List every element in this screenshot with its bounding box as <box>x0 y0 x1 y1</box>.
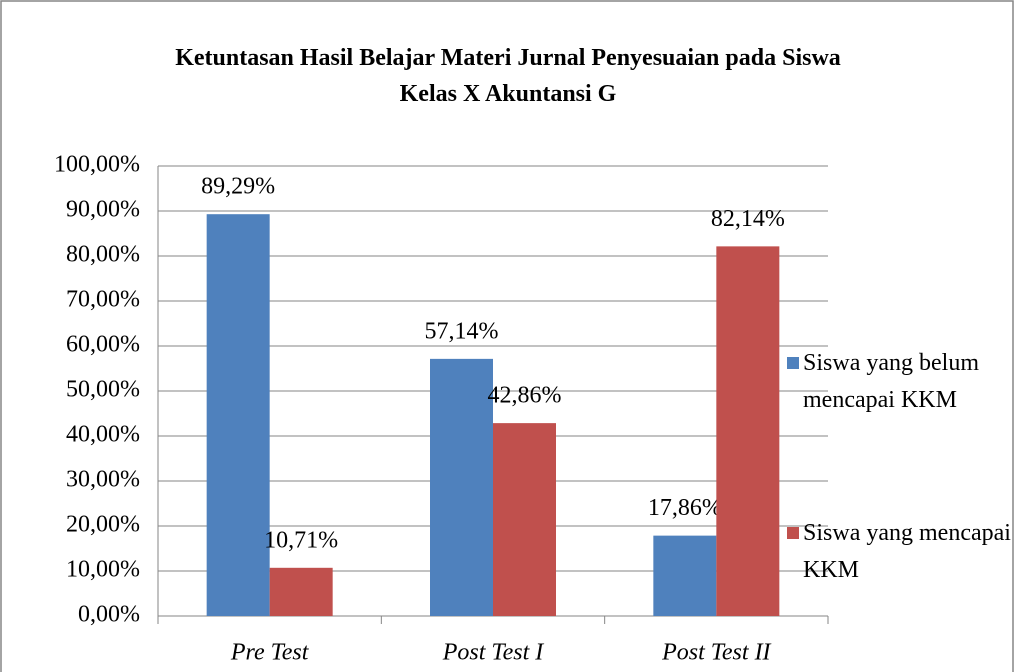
bar <box>653 535 717 616</box>
legend-swatch <box>787 357 799 369</box>
y-tick-label: 70,00% <box>66 287 140 313</box>
x-tick-label: Pre Test <box>230 640 310 666</box>
legend-item: Siswa yang belum mencapai KKM <box>787 345 1013 419</box>
y-tick-label: 90,00% <box>66 197 140 223</box>
y-tick-label: 20,00% <box>66 512 140 538</box>
bar <box>269 567 333 616</box>
legend-label: Siswa yang mencapai KKM <box>803 520 1011 583</box>
y-tick-label: 10,00% <box>66 557 140 583</box>
y-tick-label: 30,00% <box>66 467 140 493</box>
y-tick-label: 0,00% <box>78 602 140 628</box>
bar <box>493 423 556 616</box>
bar <box>716 246 780 616</box>
value-label: 42,86% <box>488 383 562 409</box>
legend-item: Siswa yang mencapai KKM <box>787 515 1013 589</box>
x-tick-label: Post Test I <box>442 640 544 666</box>
y-tick-label: 40,00% <box>66 422 140 448</box>
chart-title: Ketuntasan Hasil Belajar Materi Jurnal P… <box>175 45 841 107</box>
value-label: 89,29% <box>201 174 275 200</box>
bar <box>430 358 493 616</box>
y-tick-label: 50,00% <box>66 377 140 403</box>
y-tick-label: 60,00% <box>66 332 140 358</box>
y-tick-label: 100,00% <box>54 152 140 178</box>
value-label: 10,71% <box>264 527 338 553</box>
legend-swatch <box>787 527 799 539</box>
y-tick-label: 80,00% <box>66 242 140 268</box>
x-tick-label: Post Test II <box>661 640 771 666</box>
value-label: 17,86% <box>648 495 722 521</box>
value-label: 57,14% <box>425 318 499 344</box>
bar <box>206 214 270 616</box>
value-label: 82,14% <box>711 206 785 232</box>
legend-label: Siswa yang belum mencapai KKM <box>803 350 979 413</box>
